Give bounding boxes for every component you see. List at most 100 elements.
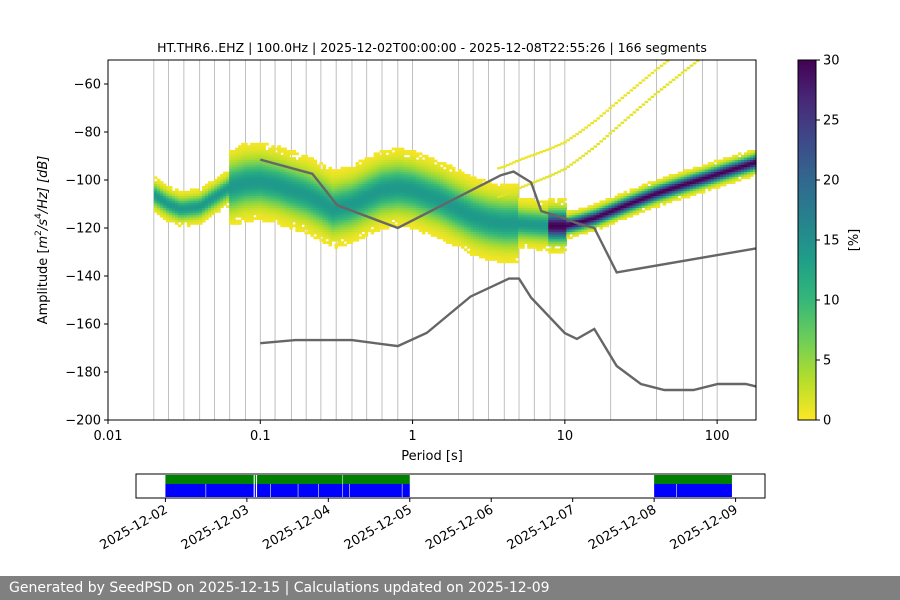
psd-cell [301,198,305,201]
psd-cell [355,178,360,182]
psd-cell [277,217,281,220]
psd-cell [310,181,315,184]
psd-cell [439,166,444,170]
psd-cell [217,186,221,189]
psd-cell [310,183,315,187]
psd-cell [277,219,281,223]
psd-cell [746,174,751,177]
psd-cell [186,210,191,213]
psd-cell [241,166,245,170]
psd-cell [430,212,435,216]
psd-cell [394,159,399,163]
psd-cell [542,246,546,249]
psd-cell [479,238,483,242]
psd-cell [503,248,507,252]
psd-cell [433,186,438,189]
psd-cell [415,183,420,187]
psd-cell [156,193,161,196]
psd-cell [421,222,426,225]
psd-cell [427,190,432,194]
psd-cell [229,210,233,213]
psd-cell [352,174,357,177]
psd-cell [710,164,715,168]
psd-cell [313,224,318,228]
psd-cell [472,178,477,182]
psd-cell [460,200,465,204]
psd-cell [301,217,305,220]
psd-cell [241,176,245,180]
psd-cell [683,186,688,189]
psd-cell [232,205,236,208]
psd-cell [515,219,519,223]
psd-cell [256,147,260,151]
psd-cell [500,166,504,169]
psd-cell [436,188,441,192]
psd-cell [162,214,167,218]
psd-cell [524,212,528,216]
psd-cell [707,174,712,177]
psd-cell [743,157,748,160]
psd-cell [746,159,751,163]
psd-cell [641,188,646,192]
psd-cell [388,207,393,211]
psd-cell [283,207,287,211]
psd-cell [298,157,302,160]
psd-cell [295,219,299,223]
psd-cell [641,205,646,208]
psd-cell [283,166,287,170]
psd-cell [626,91,631,95]
psd-cell [352,224,357,228]
psd-cell [331,183,336,187]
psd-cell [731,164,736,168]
psd-cell [253,207,257,211]
psd-cell [454,210,459,213]
psd-cell [274,212,278,216]
psd-cell [409,176,414,180]
psd-cell [680,174,685,177]
psd-cell [488,205,492,208]
psd-cell [482,210,486,213]
psd-cell [442,193,447,196]
psd-cell [539,248,543,252]
psd-cell [656,205,661,208]
psd-cell [316,174,321,177]
psd-cell [361,178,366,182]
psd-cell [373,166,378,170]
psd-cell [208,190,212,194]
psd-cell [319,210,324,213]
psd-cell [310,219,315,223]
psd-cell [551,226,555,230]
psd-cell [394,183,399,187]
psd-cell [334,210,339,213]
psd-cell [349,171,354,175]
psd-cell [406,195,411,199]
psd-cell [199,193,203,196]
psd-cell [445,171,450,175]
psd-cell [373,212,378,216]
psd-cell [247,171,251,175]
psd-cell [728,169,733,172]
psd-cell [223,193,227,196]
psd-cell [397,219,402,223]
psd-cell [223,178,227,182]
psd-cell [442,200,447,204]
psd-cell [677,73,682,77]
psd-cell [256,195,260,199]
psd-cell [623,210,628,213]
psd-cell [403,195,408,199]
psd-cell [313,164,318,168]
psd-cell [340,217,345,220]
psd-cell [298,200,302,204]
psd-cell [469,183,474,187]
psd-cell [644,200,649,204]
psd-cell [542,219,546,223]
psd-cell [162,195,167,199]
psd-cell [406,224,411,228]
psd-cell [698,181,703,184]
psd-cell [271,186,275,189]
psd-cell [752,164,757,168]
psd-cell [533,219,537,223]
psd-cell [274,157,278,160]
psd-cell [214,188,218,192]
psd-cell [268,181,272,184]
